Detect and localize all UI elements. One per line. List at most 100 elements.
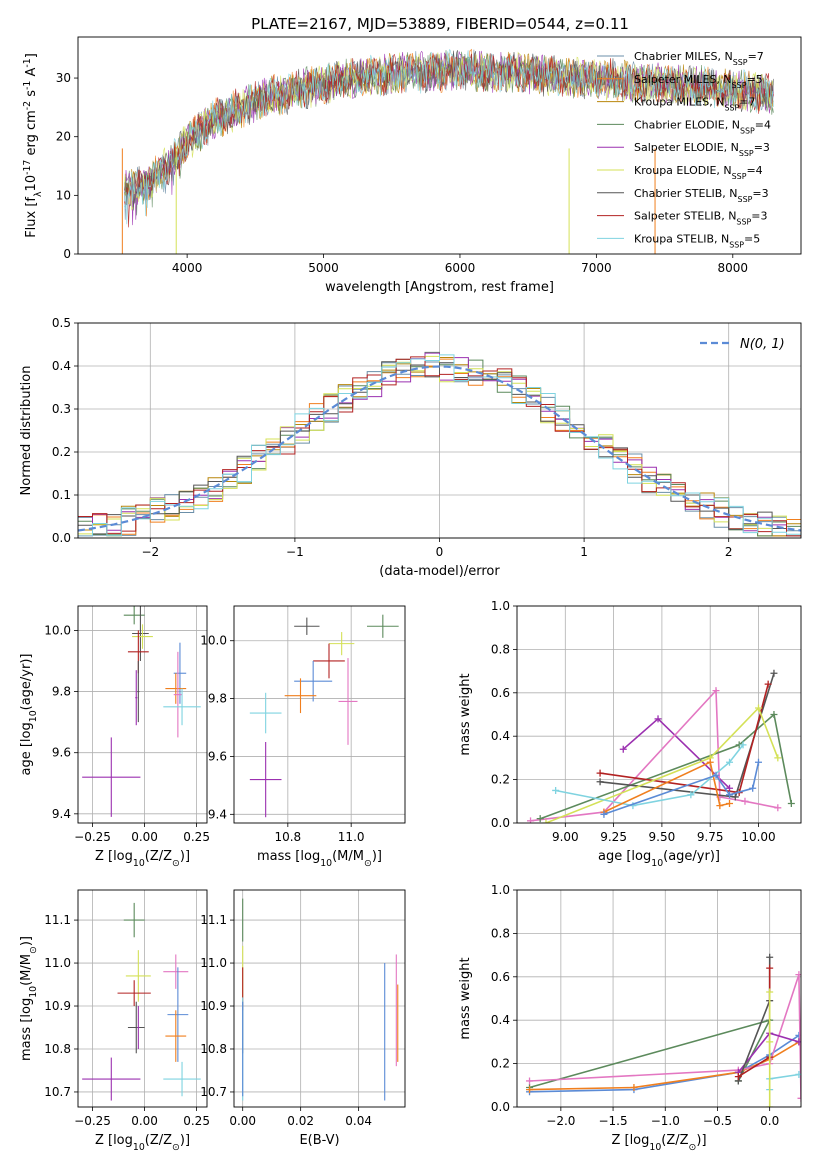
y-tick-label: 11.1 xyxy=(44,913,71,927)
y-tick-label: 9.8 xyxy=(208,692,227,706)
legend-label: Salpeter ELODIE, NSSP=3 xyxy=(634,141,770,158)
weight-marker xyxy=(766,1103,774,1107)
axes-weight-age: 9.00 9.25 9.50 9.75 10.00 0.0 0.2 0.4 0.6 0.8 1.0 a… xyxy=(458,599,802,869)
y-tick-label: 9.4 xyxy=(208,807,227,821)
y-axis-label: mass weight xyxy=(458,673,473,755)
weight-marker xyxy=(774,804,782,812)
histogram xyxy=(78,356,801,537)
weight-marker xyxy=(734,1073,742,1081)
y-tick-label: 0.0 xyxy=(52,531,71,545)
weight-marker xyxy=(787,799,795,807)
y-tick-label: 11.0 xyxy=(44,956,71,970)
x-tick-label: 0.04 xyxy=(345,1114,372,1128)
axes-weight-Z: −2.0 −1.5 −1.0 −0.5 0.0 0.0 0.2 0.4 0.6 0.8 1.0 Z [… xyxy=(458,883,802,1153)
weight-marker xyxy=(654,715,662,723)
weight-marker xyxy=(754,704,762,712)
x-tick-label: 6000 xyxy=(445,261,476,275)
weight-marker xyxy=(731,793,739,801)
weight-marker xyxy=(797,1094,801,1102)
legend-label: Chabrier MILES, NSSP=7 xyxy=(634,50,764,67)
x-tick-label: 9.75 xyxy=(697,830,724,844)
axes-frame xyxy=(233,605,406,824)
weight-marker xyxy=(596,769,604,777)
x-tick-label: 7000 xyxy=(581,261,612,275)
histogram xyxy=(78,361,801,537)
grid xyxy=(78,890,207,1107)
y-tick-label: 0.8 xyxy=(491,642,510,656)
y-tick-label: 0.2 xyxy=(491,1057,510,1071)
y-tick-label: 9.6 xyxy=(52,746,71,760)
grid xyxy=(234,606,405,823)
plot-area xyxy=(526,953,801,1107)
plot-area xyxy=(527,669,795,823)
weight-marker xyxy=(741,797,749,805)
weight-line xyxy=(529,1018,772,1089)
x-axis-label: mass [log10(M/M⊙)] xyxy=(257,849,382,869)
gaussian-curve xyxy=(78,365,801,532)
x-axis-label: Z [log10(Z/Z⊙)] xyxy=(95,1133,190,1153)
y-axis-label: age [log10(age/yr)] xyxy=(19,654,39,776)
plot-area xyxy=(82,606,201,817)
weight-marker xyxy=(716,802,724,810)
plot-area xyxy=(82,902,201,1101)
weight-line xyxy=(599,683,769,794)
x-tick-label: 10.00 xyxy=(741,830,775,844)
weight-marker xyxy=(536,815,544,823)
axes-frame xyxy=(77,36,802,255)
x-tick-label: 0.0 xyxy=(760,1114,779,1128)
axes-age-Z: −0.25 0.00 0.25 9.4 9.6 9.8 10.0 Z [log10(Z/Z⊙)… xyxy=(19,605,210,869)
x-axis-label: age [log10(age/yr)] xyxy=(598,849,720,869)
y-tick-label: 11.1 xyxy=(200,913,227,927)
y-tick-label: 0.0 xyxy=(491,1100,510,1114)
legend-label: N(0, 1) xyxy=(740,337,785,352)
y-tick-label: 0 xyxy=(63,247,71,261)
weight-marker xyxy=(687,791,695,799)
y-tick-label: 0.0 xyxy=(491,816,510,830)
weight-line xyxy=(768,1073,800,1090)
y-tick-label: 0.5 xyxy=(52,316,71,330)
legend-label: Chabrier STELIB, NSSP=3 xyxy=(634,187,769,204)
y-tick-label: 10.7 xyxy=(200,1085,227,1099)
x-tick-label: 0.00 xyxy=(131,830,158,844)
x-axis-label: E(B-V) xyxy=(299,1133,339,1148)
y-tick-label: 0.4 xyxy=(491,1013,510,1027)
weight-marker xyxy=(527,817,535,823)
legend-label: Kroupa ELODIE, NSSP=4 xyxy=(634,164,763,181)
weight-marker xyxy=(766,964,774,972)
x-tick-label: 2 xyxy=(725,545,733,559)
figure-title: PLATE=2167, MJD=53889, FIBERID=0544, z=0… xyxy=(251,15,629,33)
weight-marker xyxy=(795,1038,801,1046)
x-tick-label: −0.25 xyxy=(74,830,111,844)
grid xyxy=(78,606,207,823)
x-tick-label: 9.25 xyxy=(600,830,627,844)
y-tick-label: 1.0 xyxy=(491,599,510,613)
x-tick-label: −2.0 xyxy=(546,1114,575,1128)
weight-marker xyxy=(726,758,734,766)
weight-marker xyxy=(596,778,604,786)
weight-line xyxy=(600,673,775,798)
weight-marker xyxy=(749,784,757,792)
x-axis-label: wavelength [Angstrom, rest frame] xyxy=(325,280,554,295)
x-tick-label: 10.8 xyxy=(274,830,301,844)
weight-marker xyxy=(754,758,762,766)
plot-area xyxy=(121,48,774,254)
spectrum-line xyxy=(124,49,774,225)
weight-marker xyxy=(726,799,734,807)
weight-marker xyxy=(526,1077,534,1085)
plot-area xyxy=(249,614,399,818)
x-tick-label: −0.25 xyxy=(74,1114,111,1128)
axes-frame xyxy=(77,605,208,824)
weight-marker xyxy=(764,680,772,688)
axes-age-mass: 10.8 11.0 9.4 9.6 9.8 10.0 mass [log10(M/M⊙)] xyxy=(200,605,406,869)
weight-marker xyxy=(766,1038,774,1046)
y-tick-label: 10.9 xyxy=(200,999,227,1013)
legend-label: Salpeter MILES, NSSP=5 xyxy=(634,73,763,90)
y-tick-label: 0.4 xyxy=(52,359,71,373)
weight-marker xyxy=(706,758,714,766)
weight-marker xyxy=(600,810,608,818)
weight-marker xyxy=(726,791,734,799)
legend-label: Salpeter STELIB, NSSP=3 xyxy=(634,210,767,227)
weight-marker xyxy=(795,1031,801,1039)
